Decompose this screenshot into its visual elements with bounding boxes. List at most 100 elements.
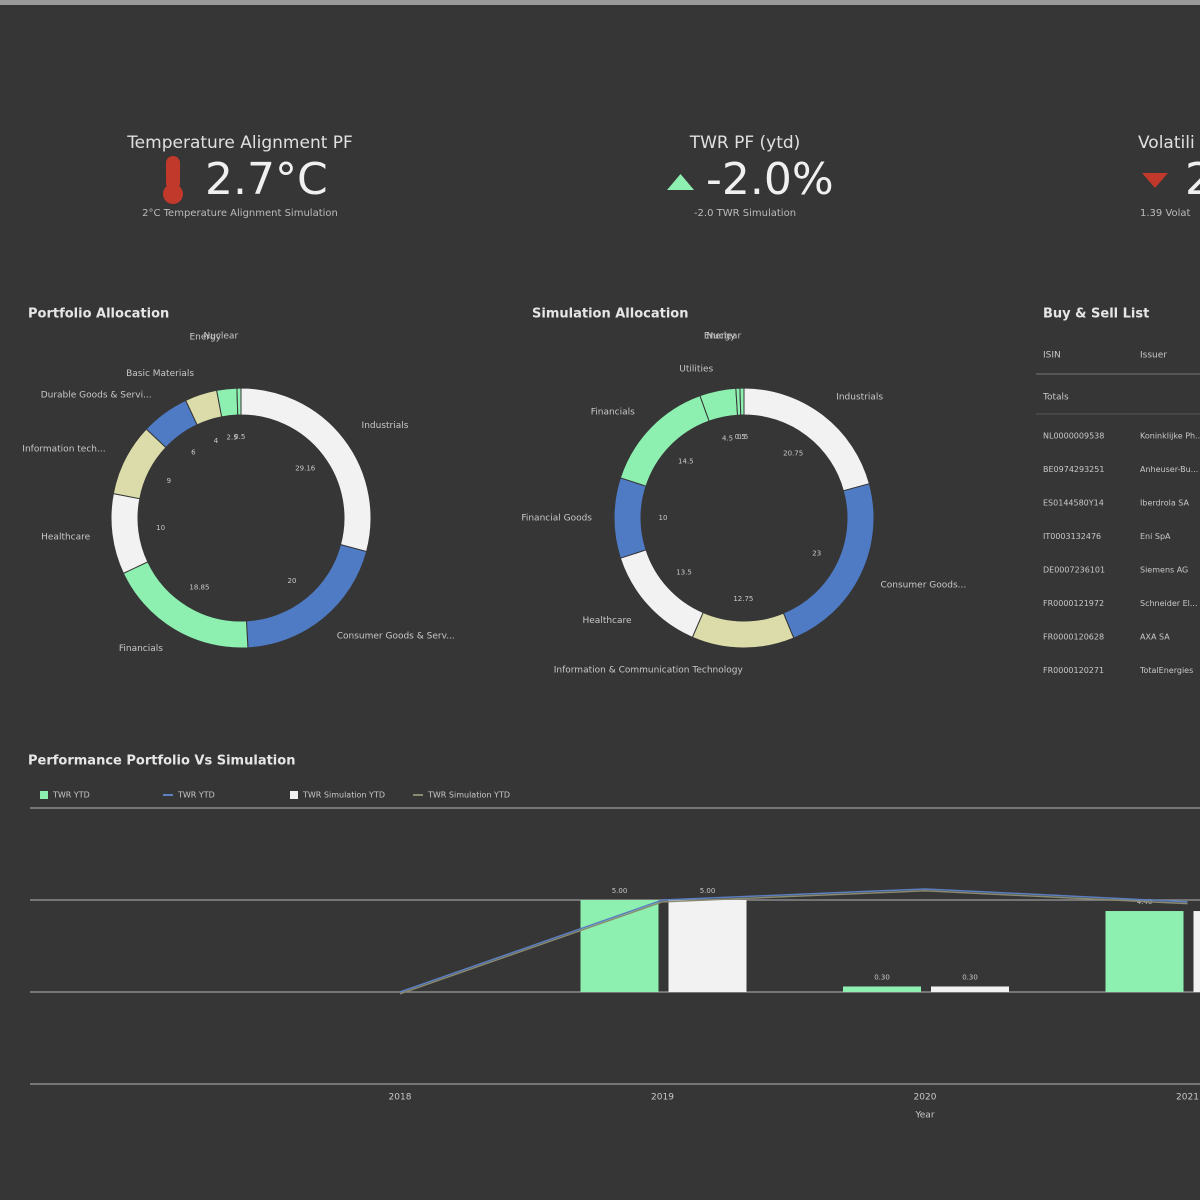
kpi-value: 2	[1185, 154, 1200, 205]
legend-swatch	[40, 791, 48, 799]
segment-label: Healthcare	[41, 533, 91, 543]
table-cell: Iberdrola SA	[1140, 499, 1189, 508]
segment-label: Healthcare	[583, 616, 633, 626]
segment-value-label: 2.5	[227, 433, 238, 441]
segment-label: Consumer Goods...	[881, 580, 967, 590]
segment-value-label: 10	[156, 524, 165, 532]
bar	[931, 986, 1009, 992]
segment-label: Durable Goods & Servi...	[41, 391, 152, 401]
x-axis-title: Year	[914, 1111, 934, 1121]
segment-label: Consumer Goods & Serv...	[337, 632, 455, 642]
segment-value-label: 14.5	[678, 458, 694, 466]
table-header: ISIN	[1043, 351, 1061, 361]
bar-value-label: 5.00	[700, 887, 716, 895]
table-cell: Eni SpA	[1140, 532, 1171, 541]
segment-label: Energy	[704, 332, 736, 342]
segment-value-label: 20	[288, 577, 297, 585]
bar	[1193, 911, 1200, 992]
segment-label: Financials	[591, 408, 635, 418]
segment-value-label: 10	[659, 514, 668, 522]
table-cell: FR0000120271	[1043, 666, 1104, 675]
segment-value-label: 23	[812, 550, 821, 558]
x-tick-label: 2018	[389, 1093, 412, 1103]
segment-value-label: 4	[214, 437, 219, 445]
bar	[843, 986, 921, 992]
segment-value-label: 4.5	[722, 435, 733, 443]
thermometer-icon	[163, 156, 183, 204]
segment-value-label: 9	[167, 477, 171, 485]
table-cell: Anheuser-Bu...	[1140, 465, 1198, 474]
segment-value-label: 20.75	[783, 450, 803, 458]
section-title: Performance Portfolio Vs Simulation	[28, 754, 295, 769]
donut-segment	[739, 387, 745, 416]
segment-label: Industrials	[362, 421, 409, 431]
donut-segment	[613, 477, 647, 559]
up-arrow-icon	[667, 174, 694, 190]
segment-label: Financial Goods	[521, 514, 592, 524]
table-cell: TotalEnergies	[1139, 666, 1193, 675]
legend-label: TWR Simulation YTD	[302, 791, 385, 800]
segment-label: Basic Materials	[126, 369, 194, 379]
legend-label: TWR YTD	[52, 791, 90, 800]
table-header: Issuer	[1140, 351, 1167, 361]
table-cell: Siemens AG	[1140, 566, 1188, 575]
table-cell: BE0974293251	[1043, 465, 1104, 474]
bar	[1105, 911, 1184, 992]
table-cell: AXA SA	[1140, 633, 1170, 642]
kpi-title: Temperature Alignment PF	[126, 133, 353, 153]
table-cell: IT0003132476	[1043, 532, 1101, 541]
x-tick-label: 2020	[914, 1093, 937, 1103]
bar-value-label: 0.30	[962, 973, 978, 981]
kpi-title: Volatili	[1138, 133, 1195, 153]
section-title: Portfolio Allocation	[28, 307, 169, 322]
table-cell: ES0144580Y14	[1043, 499, 1104, 508]
segment-label: Nuclear	[707, 332, 742, 342]
kpi-value: -2.0%	[706, 154, 834, 205]
table-cell: FR0000120628	[1043, 633, 1104, 642]
segment-value-label: 18.85	[189, 584, 209, 592]
kpi-title: TWR PF (ytd)	[689, 133, 801, 153]
table-totals: Totals	[1042, 393, 1069, 403]
segment-value-label: 29.16	[295, 465, 316, 473]
kpi-subtitle: -2.0 TWR Simulation	[694, 208, 796, 219]
segment-value-label: 0.5	[737, 433, 748, 441]
kpi-subtitle: 1.39 Volat	[1140, 208, 1191, 219]
section-title: Simulation Allocation	[532, 307, 688, 322]
x-tick-label: 2021	[1176, 1093, 1199, 1103]
legend-label: TWR Simulation YTD	[427, 791, 510, 800]
bar	[580, 900, 659, 992]
bar	[668, 900, 747, 992]
table-cell: FR0000121972	[1043, 599, 1104, 608]
segment-label: Financials	[119, 644, 163, 654]
segment-label: Information & Communication Technology	[554, 665, 744, 675]
segment-label: Industrials	[836, 393, 883, 403]
kpi-subtitle: 2°C Temperature Alignment Simulation	[142, 208, 338, 219]
bar-value-label: 0.30	[874, 973, 890, 981]
down-arrow-icon	[1142, 173, 1168, 188]
legend-label: TWR YTD	[177, 791, 215, 800]
segment-label: Utilities	[679, 365, 713, 375]
segment-label: Nuclear	[204, 332, 239, 342]
top-border	[0, 0, 1200, 5]
segment-label: Information tech...	[22, 444, 105, 454]
line-series	[399, 890, 1188, 995]
x-tick-label: 2019	[651, 1093, 674, 1103]
table-cell: Schneider El...	[1140, 599, 1198, 608]
segment-value-label: 6	[191, 448, 196, 456]
table-cell: DE0007236101	[1043, 566, 1105, 575]
table-cell: Koninklijke Ph...	[1140, 432, 1200, 441]
table-cell: NL0000009538	[1043, 432, 1104, 441]
segment-value-label: 12.75	[733, 595, 753, 603]
segment-value-label: 0.5	[234, 433, 245, 441]
line-series	[399, 888, 1188, 993]
legend-swatch	[290, 791, 298, 799]
donut-segment	[236, 387, 242, 416]
section-title: Buy & Sell List	[1043, 307, 1149, 322]
kpi-value: 2.7°C	[205, 154, 328, 205]
segment-value-label: 0.5	[735, 433, 746, 441]
bar-value-label: 5.00	[612, 887, 628, 895]
segment-value-label: 13.5	[676, 569, 692, 577]
